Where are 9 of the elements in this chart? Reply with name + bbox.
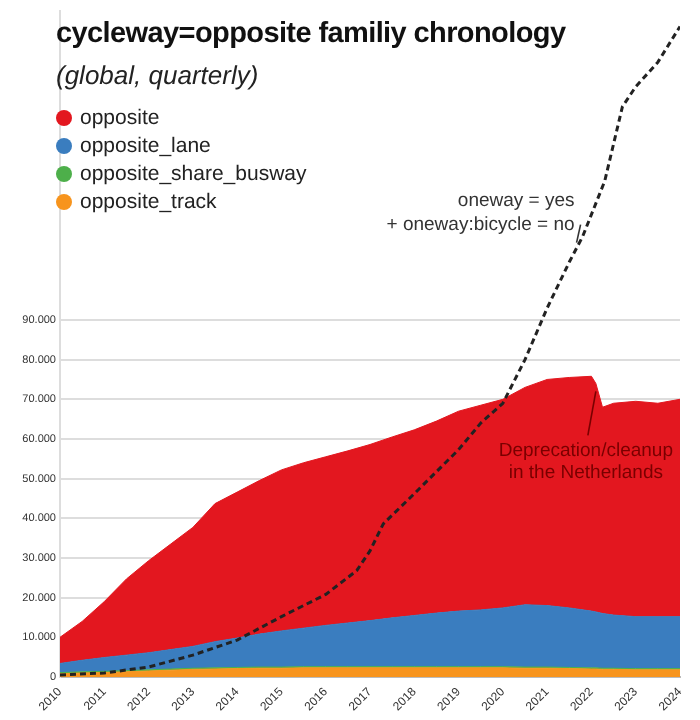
legend-label: opposite_track <box>80 190 217 214</box>
series-label: oneway = yes + oneway:bicycle = no <box>386 189 576 236</box>
legend-label: opposite_lane <box>80 134 211 158</box>
legend-label: opposite <box>80 106 160 130</box>
text: (global, quarterly) <box>56 60 259 90</box>
legend-label: opposite_share_busway <box>80 162 307 186</box>
annotation: Deprecation/cleanup in the Netherlands <box>498 440 674 485</box>
line-series <box>60 24 680 677</box>
chart-title: cycleway=opposite familiy chronology <box>56 18 566 50</box>
